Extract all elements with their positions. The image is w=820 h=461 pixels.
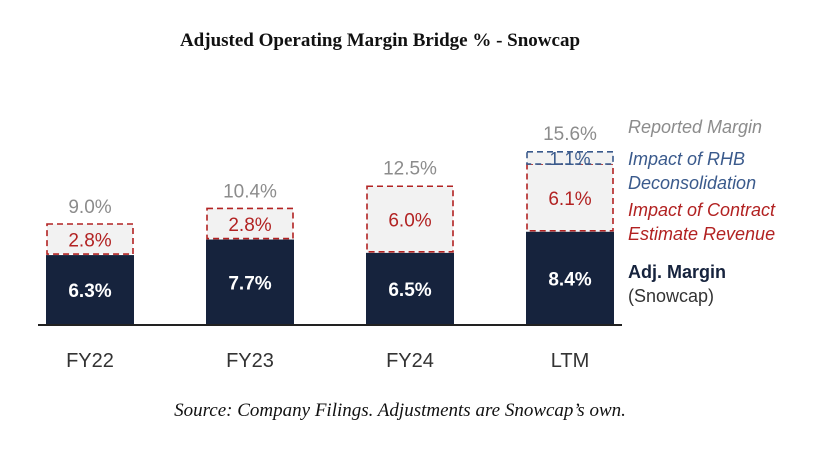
- contract-label-ltm: 6.1%: [548, 189, 591, 210]
- adj-margin-label-ltm: 8.4%: [548, 269, 591, 290]
- category-label-fy23: FY23: [226, 350, 274, 372]
- reported-total-label-fy24: 12.5%: [383, 158, 437, 179]
- chart-title: Adjusted Operating Margin Bridge % - Sno…: [179, 30, 581, 51]
- legend-rhb-line-2: Deconsolidation: [628, 173, 756, 193]
- adj-margin-label-fy24: 6.5%: [388, 280, 431, 301]
- contract-segment-fy24: [366, 185, 454, 253]
- adj-margin-bar-fy24: [366, 252, 454, 325]
- category-label-ltm: LTM: [551, 350, 590, 372]
- legend-rhb-line-1: Impact of RHB: [628, 149, 745, 169]
- reported-total-label-fy22: 9.0%: [68, 197, 111, 218]
- category-label-fy24: FY24: [386, 350, 434, 372]
- legend-adj-margin-line-1: Adj. Margin: [628, 262, 726, 282]
- reported-total-label-ltm: 15.6%: [543, 124, 597, 145]
- source-note: Source: Company Filings. Adjustments are…: [174, 400, 626, 421]
- legend-contract-line-1: Impact of Contract: [628, 200, 776, 220]
- adj-margin-label-fy22: 6.3%: [68, 281, 111, 302]
- contract-segment-fy23: [206, 207, 294, 240]
- reported-total-label-fy23: 10.4%: [223, 182, 277, 203]
- category-label-fy22: FY22: [66, 350, 114, 372]
- rhb-segment-ltm: [526, 151, 614, 165]
- rhb-label-ltm: 1.1%: [549, 149, 590, 169]
- adj-margin-bar-ltm: [526, 231, 614, 325]
- contract-segment-ltm: [526, 163, 614, 232]
- adj-margin-label-fy23: 7.7%: [228, 273, 271, 294]
- contract-label-fy24: 6.0%: [388, 211, 431, 232]
- contract-segment-fy22: [46, 223, 134, 255]
- contract-label-fy22: 2.8%: [68, 231, 111, 252]
- legend-reported-line-1: Reported Margin: [628, 117, 762, 137]
- legend-contract-line-2: Estimate Revenue: [628, 224, 775, 244]
- adj-margin-bar-fy23: [206, 239, 294, 325]
- legend-adj-margin-line-2: (Snowcap): [628, 286, 714, 306]
- adj-margin-bar-fy22: [46, 255, 134, 325]
- contract-label-fy23: 2.8%: [228, 215, 271, 236]
